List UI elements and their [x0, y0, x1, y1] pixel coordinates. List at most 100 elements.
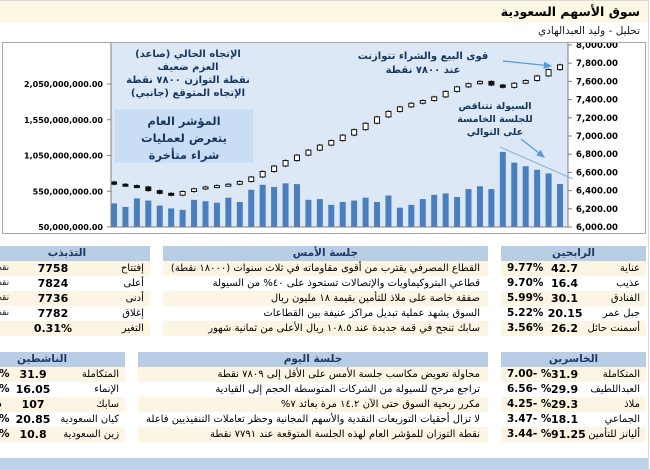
candlesticks: [112, 63, 564, 197]
company-name: جبل عمر: [603, 308, 641, 319]
svg-text:العزم ضعيف: العزم ضعيف: [158, 62, 219, 73]
table-row: العبداللطيف 29.9 6.56- %: [502, 382, 647, 397]
losers-rows: المتكاملة 31.9 7.00- % العبداللطيف 29.9 6.56-…: [502, 367, 647, 442]
stat-value: 7758: [38, 262, 70, 275]
losers-table: الخاسرين المتكاملة 31.9 7.00- % العبداللطيف…: [502, 352, 647, 442]
footer-band: [1, 458, 649, 469]
losers-title: الخاسرين: [502, 352, 647, 367]
liquidity-trendline: [500, 146, 575, 180]
company-name: المتكاملة: [603, 369, 641, 380]
svg-text:6,200.00: 6,200.00: [577, 205, 619, 215]
svg-text:550,000,000.00: 550,000,000.00: [34, 187, 105, 196]
price-volume-chart: 2,050,000,000.00 1,550,000,000.00 1,050,00…: [3, 41, 647, 234]
company-name: الفنادق: [611, 293, 641, 304]
table-row: أليانز للتأمين 91.25 3.44- %: [502, 427, 647, 442]
percent-change: 3.44- %: [508, 428, 553, 440]
actives-rows: المتكاملة 31.9 7.00- % الإنماء 16.05 1.23- % س…: [0, 367, 127, 442]
analyst-subtitle: تحليل - وليد العبدالهادي: [1, 22, 649, 41]
percent-change: 0.23%: [0, 397, 10, 412]
stat-unit: نقطة: [0, 278, 11, 288]
table-row: أسمنت حائل 26.2 3.56%: [502, 321, 647, 336]
news-item: صفقة خاصة على ملاذ للتأمين بقيمة ١٨ مليو…: [163, 291, 489, 306]
actives-table: الناشطين المتكاملة 31.9 7.00- % الإنماء 16.0…: [0, 352, 127, 442]
today-items: محاولة تعويض مكاسب جلسة الأمس على الأقل …: [139, 367, 489, 442]
price-value: 31.9: [20, 368, 48, 381]
price-value: 29.9: [552, 383, 580, 396]
volatility-title: التذبذب: [0, 246, 151, 261]
svg-text:6,400.00: 6,400.00: [577, 187, 619, 197]
percent-change: 3.56%: [508, 322, 545, 334]
table-row: سابك 107 0.23%: [0, 397, 127, 412]
svg-text:7,200.00: 7,200.00: [577, 114, 619, 124]
highlight-box: [116, 109, 254, 163]
company-name: أليانز للتأمين: [589, 429, 641, 440]
price-value: 16.4: [551, 277, 580, 290]
yesterday-session-table: جلسة الأمس القطاع المصرفي يقترب من أقوى …: [163, 246, 489, 336]
company-name: سابك: [97, 399, 121, 410]
stat-unit: نقطة: [0, 308, 11, 318]
gainers-title: الرابحين: [502, 246, 647, 261]
svg-text:الإتجاه المتوقع (جانبي): الإتجاه المتوقع (جانبي): [132, 88, 246, 99]
stat-label: إفتتاح: [121, 263, 145, 274]
table-row: الفنادق 30.1 5.99%: [502, 291, 647, 306]
svg-text:المؤشر العام: المؤشر العام: [148, 114, 221, 129]
svg-text:6,600.00: 6,600.00: [577, 168, 619, 178]
gainers-rows: عناية 42.7 9.77% عذيب 16.4 9.70% الفنادق 30.1 5.…: [502, 261, 647, 336]
today-session-table: جلسة اليوم محاولة تعويض مكاسب جلسة الأمس…: [139, 352, 489, 442]
stat-label: التغير: [122, 323, 145, 334]
chart-annotations: الإتجاه الحالي (صاعد) العزم ضعيف نقطة التو…: [116, 49, 575, 180]
right-axis-labels: 8,000.00 7,800.00 7,600.00 7,400.00 7,200.00…: [577, 41, 619, 233]
price-value: 26.2: [551, 322, 580, 335]
table-row: زين السعودية 10.8 2.70- %: [0, 427, 127, 442]
percent-change: 9.77%: [508, 262, 545, 274]
svg-text:6,800.00: 6,800.00: [577, 150, 619, 160]
price-value: 30.1: [551, 292, 580, 305]
company-name: زين السعودية: [64, 429, 121, 440]
svg-text:شراء متأخرة: شراء متأخرة: [150, 147, 221, 162]
price-value: 10.8: [20, 428, 48, 441]
price-value: 20.15: [548, 307, 584, 320]
price-value: 16.05: [16, 383, 52, 396]
top-tables-section: الرابحين عناية 42.7 9.77% عذيب 16.4 9.70% الفن…: [0, 246, 647, 336]
stat-value: 0.31%: [34, 322, 73, 335]
table-row: التغير 0.31%: [0, 321, 151, 336]
svg-text:2,050,000,000.00: 2,050,000,000.00: [25, 80, 104, 89]
svg-text:السيولة تتناقص: السيولة تتناقص: [459, 101, 532, 112]
news-item: لا تزال أحقيات التوزيعات النقدية والأسهم…: [139, 412, 489, 427]
svg-text:على التوالي: على التوالي: [468, 127, 524, 138]
svg-text:7,600.00: 7,600.00: [577, 77, 619, 87]
volume-bars: [112, 151, 564, 227]
table-row: أدنى 7736 نقطة: [0, 291, 151, 306]
stat-label: أدنى: [126, 293, 145, 304]
table-row: إغلاق 7782 نقطة: [0, 306, 151, 321]
stat-value: 7824: [38, 277, 70, 290]
bottom-tables-section: الخاسرين المتكاملة 31.9 7.00- % العبداللطيف…: [0, 352, 647, 442]
percent-change: 7.00- %: [508, 368, 553, 380]
news-item: تراجع مرجح للسيولة من الشركات المتوسطة ا…: [139, 382, 489, 397]
price-value: 31.9: [552, 368, 580, 381]
table-row: جبل عمر 20.15 5.22%: [502, 306, 647, 321]
svg-text:1,550,000,000.00: 1,550,000,000.00: [25, 116, 104, 125]
percent-change: 6.56- %: [508, 383, 553, 395]
company-name: عذيب: [617, 278, 641, 289]
svg-text:6,000.00: 6,000.00: [577, 223, 619, 233]
company-name: الجماعي: [605, 414, 641, 425]
price-value: 29.3: [552, 398, 580, 411]
percent-change: 7.00- %: [0, 368, 11, 380]
yesterday-items: القطاع المصرفي يقترب من أقوى مقاوماته في…: [163, 261, 489, 336]
svg-text:الإتجاه الحالي (صاعد): الإتجاه الحالي (صاعد): [136, 49, 242, 60]
svg-text:نقطة التوازن ٧٨٠٠ نقطة: نقطة التوازن ٧٨٠٠ نقطة: [127, 75, 251, 86]
svg-text:للجلسة الخامسة: للجلسة الخامسة: [458, 114, 533, 125]
svg-text:عند ٧٨٠٠ نقطة: عند ٧٨٠٠ نقطة: [387, 65, 462, 76]
price-value: 20.85: [16, 413, 52, 426]
percent-change: 5.99%: [508, 292, 545, 304]
stat-value: 7736: [38, 292, 70, 305]
price-value: 42.7: [551, 262, 580, 275]
table-row: المتكاملة 31.9 7.00- %: [0, 367, 127, 382]
svg-text:50,000,000.00: 50,000,000.00: [39, 223, 104, 232]
company-name: الإنماء: [95, 384, 121, 395]
balance-arrow: [503, 60, 554, 69]
company-name: المتكاملة: [82, 369, 121, 380]
percent-change: 2.11- %: [0, 413, 11, 425]
